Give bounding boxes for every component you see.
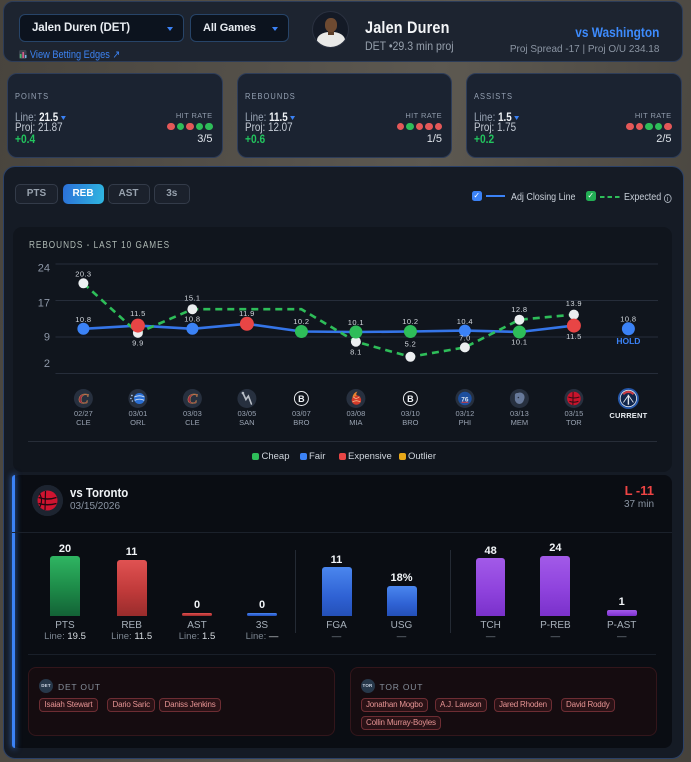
svg-text:10.2: 10.2 <box>402 317 418 326</box>
svg-text:20.3: 20.3 <box>75 269 91 278</box>
svg-text:HOLD: HOLD <box>616 336 640 346</box>
svg-text:11.5: 11.5 <box>130 309 146 318</box>
svg-text:15.1: 15.1 <box>184 293 200 302</box>
svg-text:10.4: 10.4 <box>457 317 473 326</box>
svg-text:13.9: 13.9 <box>566 299 582 308</box>
svg-text:10.8: 10.8 <box>75 315 91 324</box>
svg-text:10.8: 10.8 <box>184 314 200 323</box>
svg-text:5.2: 5.2 <box>405 339 417 348</box>
svg-text:10.1: 10.1 <box>348 318 364 327</box>
svg-text:C: C <box>78 392 89 408</box>
svg-text:B: B <box>298 394 305 404</box>
svg-text:24: 24 <box>38 263 50 275</box>
svg-text:7.0: 7.0 <box>459 333 471 342</box>
svg-text:C: C <box>187 392 198 408</box>
svg-text:9.9: 9.9 <box>132 338 144 347</box>
svg-text:2: 2 <box>44 358 50 370</box>
svg-text:76: 76 <box>461 396 469 403</box>
svg-text:12.8: 12.8 <box>511 305 527 314</box>
svg-text:9: 9 <box>44 332 50 344</box>
svg-text:17: 17 <box>38 298 50 310</box>
svg-text:11.5: 11.5 <box>566 332 582 341</box>
svg-text:10.2: 10.2 <box>293 317 309 326</box>
svg-text:11.9: 11.9 <box>239 309 255 318</box>
svg-text:B: B <box>407 394 414 404</box>
svg-text:10.1: 10.1 <box>511 338 527 347</box>
svg-text:10.8: 10.8 <box>620 315 636 324</box>
svg-text:8.1: 8.1 <box>350 347 362 356</box>
